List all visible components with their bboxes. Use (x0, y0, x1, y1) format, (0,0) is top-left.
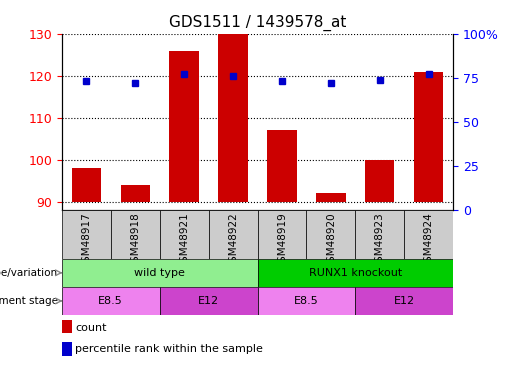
Bar (258, 210, 306, 259)
Text: E8.5: E8.5 (98, 296, 123, 306)
Text: GSM48921: GSM48921 (179, 212, 189, 269)
Bar (111, 210, 160, 259)
Text: GSM48917: GSM48917 (81, 212, 91, 269)
Text: GSM48919: GSM48919 (277, 212, 287, 269)
Bar (62, 259, 258, 287)
Bar (62, 320, 72, 333)
Bar (414, 72, 443, 202)
Bar (355, 287, 453, 315)
Bar (365, 160, 394, 202)
Bar (62, 210, 111, 259)
Text: E12: E12 (393, 296, 415, 306)
Text: count: count (76, 322, 107, 333)
Bar (404, 210, 453, 259)
Bar (355, 210, 404, 259)
Bar (160, 210, 209, 259)
Bar (62, 342, 72, 355)
Bar (258, 259, 453, 287)
Bar (160, 287, 258, 315)
Text: RUNX1 knockout: RUNX1 knockout (308, 268, 402, 278)
Bar (169, 51, 199, 202)
Text: development stage: development stage (0, 296, 58, 306)
Bar (306, 210, 355, 259)
Text: genotype/variation: genotype/variation (0, 268, 58, 278)
Text: percentile rank within the sample: percentile rank within the sample (76, 344, 263, 354)
Text: wild type: wild type (134, 268, 185, 278)
Bar (72, 168, 101, 202)
Text: GSM48920: GSM48920 (326, 212, 336, 269)
Text: GSM48923: GSM48923 (375, 212, 385, 269)
Bar (316, 193, 346, 202)
Text: GSM48922: GSM48922 (228, 212, 238, 269)
Bar (121, 185, 150, 202)
Bar (218, 34, 248, 202)
Bar (267, 130, 297, 202)
Bar (209, 210, 258, 259)
Bar (62, 287, 160, 315)
Bar (258, 287, 355, 315)
Text: GSM48918: GSM48918 (130, 212, 140, 269)
Text: GSM48924: GSM48924 (424, 212, 434, 269)
Text: E12: E12 (198, 296, 219, 306)
Text: E8.5: E8.5 (294, 296, 319, 306)
Title: GDS1511 / 1439578_at: GDS1511 / 1439578_at (169, 15, 346, 31)
